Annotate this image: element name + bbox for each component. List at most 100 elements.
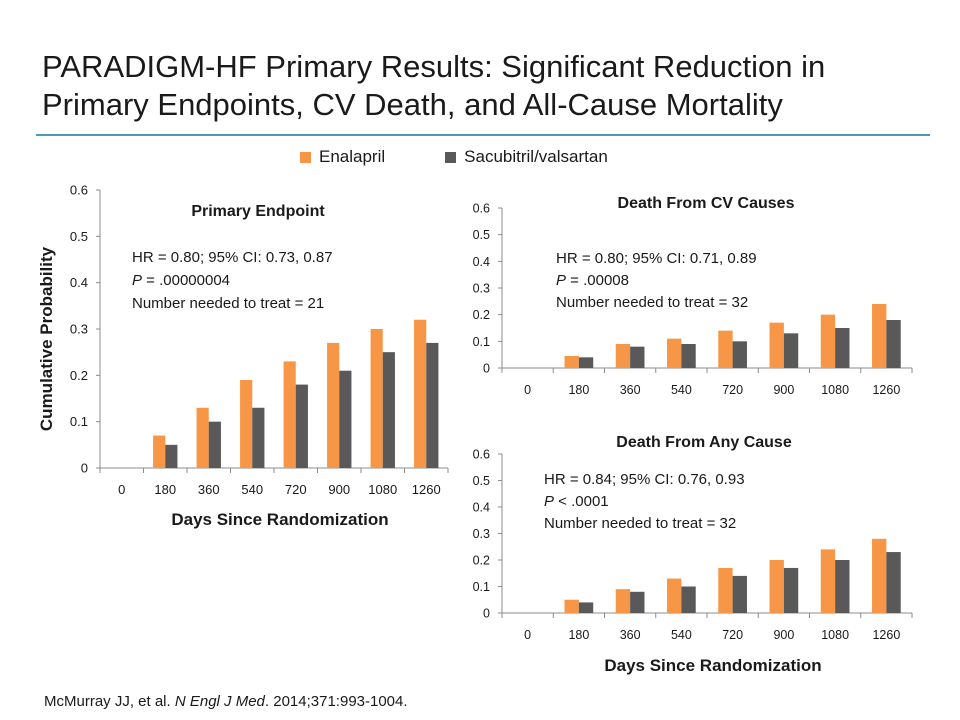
any-cause-death-bar-enalapril <box>564 599 579 613</box>
cv-death-bar-sacubitril-valsartan <box>578 357 594 368</box>
primary-endpoint-bar-sacubitril-valsartan <box>252 407 265 468</box>
cv-death-x-tick-label: 900 <box>773 383 794 397</box>
cv-death-y-tick-label: 0.6 <box>473 202 490 216</box>
cv-death-bar-enalapril <box>820 314 836 368</box>
primary-endpoint-x-tick-label: 720 <box>285 482 307 497</box>
cv-death-bar-enalapril <box>564 356 579 368</box>
primary-endpoint-bar-sacubitril-valsartan <box>295 384 308 468</box>
any-cause-death-y-tick-label: 0.1 <box>473 580 490 594</box>
any-cause-death-x-axis-label: Days Since Randomization <box>604 656 821 675</box>
any-cause-death-bar-sacubitril-valsartan <box>630 591 645 613</box>
any-cause-death-y-tick-label: 0.4 <box>473 501 490 515</box>
primary-endpoint-y-tick-label: 0 <box>81 461 88 476</box>
primary-endpoint-bar-enalapril <box>327 342 340 468</box>
primary-endpoint-bar-enalapril <box>414 319 427 468</box>
primary-endpoint-x-tick-label: 0 <box>118 482 125 497</box>
cv-death-y-tick-label: 0.4 <box>473 255 490 269</box>
primary-endpoint-annotation: Number needed to treat = 21 <box>132 295 324 312</box>
any-cause-death-x-tick-label: 1080 <box>821 628 849 642</box>
any-cause-death-bar-enalapril <box>667 578 682 613</box>
cv-death-x-tick-label: 720 <box>722 383 743 397</box>
cv-death-y-tick-label: 0.1 <box>473 335 490 349</box>
any-cause-death-annotation: P < .0001 <box>544 493 609 510</box>
any-cause-death-annotation: Number needed to treat = 32 <box>544 515 736 532</box>
primary-endpoint-bar-enalapril <box>240 379 253 468</box>
primary-endpoint-bar-sacubitril-valsartan <box>208 421 221 468</box>
any-cause-death-x-tick-label: 720 <box>722 628 743 642</box>
cv-death-bar-enalapril <box>718 330 733 368</box>
cv-death-x-tick-label: 360 <box>620 383 641 397</box>
any-cause-death-annotation: HR = 0.84; 95% CI: 0.76, 0.93 <box>544 471 745 488</box>
primary-endpoint-x-tick-label: 360 <box>198 482 220 497</box>
any-cause-death-bar-enalapril <box>615 589 631 613</box>
primary-endpoint-bar-enalapril <box>283 361 296 468</box>
primary-endpoint-y-axis-label: Cumulative Probability <box>37 246 56 431</box>
cv-death-x-tick-label: 1080 <box>821 383 849 397</box>
legend-swatch-sacubitril-valsartan <box>445 151 457 163</box>
primary-endpoint-bar-sacubitril-valsartan <box>165 444 178 468</box>
cv-death-y-tick-label: 0.3 <box>473 282 490 296</box>
any-cause-death-bar-sacubitril-valsartan <box>681 586 696 613</box>
any-cause-death-bar-enalapril <box>718 567 733 613</box>
cv-death-chart-title: Death From CV Causes <box>618 195 795 212</box>
any-cause-death-bar-enalapril <box>769 560 784 613</box>
primary-endpoint-bar-sacubitril-valsartan <box>426 342 439 468</box>
primary-endpoint-bar-sacubitril-valsartan <box>382 352 395 468</box>
primary-endpoint-bar-enalapril <box>196 407 209 468</box>
any-cause-death-x-tick-label: 1260 <box>872 628 900 642</box>
any-cause-death-bar-sacubitril-valsartan <box>578 602 594 613</box>
any-cause-death-x-tick-label: 360 <box>620 628 641 642</box>
primary-endpoint-x-tick-label: 900 <box>328 482 350 497</box>
citation-author: McMurray JJ, et al. <box>44 693 175 710</box>
primary-endpoint-annotation: HR = 0.80; 95% CI: 0.73, 0.87 <box>132 249 333 266</box>
cv-death-bar-sacubitril-valsartan <box>681 344 696 368</box>
title-divider <box>36 134 930 136</box>
primary-endpoint-bar-enalapril <box>153 435 166 468</box>
legend-entry-enalapril: Enalapril <box>300 147 385 167</box>
citation-journal: N Engl J Med <box>174 693 265 710</box>
primary-endpoint-y-tick-label: 0.6 <box>70 183 88 198</box>
primary-endpoint-x-axis-label: Days Since Randomization <box>171 510 388 529</box>
cv-death-y-tick-label: 0.2 <box>473 308 490 322</box>
primary-endpoint-y-tick-label: 0.2 <box>70 368 88 383</box>
primary-endpoint-x-tick-label: 1080 <box>368 482 397 497</box>
primary-endpoint-y-tick-label: 0.1 <box>70 414 88 429</box>
cv-death-bar-sacubitril-valsartan <box>630 346 645 368</box>
legend-label-enalapril: Enalapril <box>319 147 386 166</box>
primary-endpoint-y-tick-label: 0.4 <box>70 275 88 290</box>
primary-endpoint-y-tick-label: 0.5 <box>70 229 88 244</box>
cv-death-x-tick-label: 540 <box>671 383 692 397</box>
cv-death-bar-enalapril <box>667 338 682 368</box>
cv-death-x-tick-label: 1260 <box>872 383 900 397</box>
cv-death-y-tick-label: 0.5 <box>473 228 490 242</box>
cv-death-x-tick-label: 0 <box>524 383 531 397</box>
cv-death-y-tick-label: 0 <box>483 362 490 376</box>
cv-death-bar-sacubitril-valsartan <box>732 341 747 368</box>
any-cause-death-bar-sacubitril-valsartan <box>783 567 799 613</box>
citation-rest: . 2014;371:993-1004. <box>264 693 408 710</box>
any-cause-death-bar-sacubitril-valsartan <box>835 560 850 613</box>
any-cause-death-x-tick-label: 180 <box>568 628 589 642</box>
cv-death-bar-enalapril <box>769 322 784 368</box>
any-cause-death-x-tick-label: 900 <box>773 628 794 642</box>
primary-endpoint-x-tick-label: 1260 <box>412 482 441 497</box>
legend-swatch-enalapril <box>300 151 311 163</box>
primary-endpoint-bar-sacubitril-valsartan <box>339 370 352 468</box>
primary-endpoint-y-tick-label: 0.3 <box>70 322 88 337</box>
legend-entry-sacubitril-valsartan: Sacubitril/valsartan <box>445 147 608 167</box>
cv-death-annotation: P = .00008 <box>556 272 629 289</box>
any-cause-death-y-tick-label: 0.5 <box>473 474 490 488</box>
primary-endpoint-x-tick-label: 540 <box>241 482 263 497</box>
any-cause-death-x-tick-label: 540 <box>671 628 692 642</box>
any-cause-death-y-tick-label: 0.6 <box>473 448 490 462</box>
cv-death-bar-sacubitril-valsartan <box>886 320 901 368</box>
any-cause-death-bar-enalapril <box>872 538 887 613</box>
any-cause-death-y-tick-label: 0 <box>483 607 490 621</box>
primary-endpoint-annotation: P = .00000004 <box>132 272 230 289</box>
chart-legend: Enalapril Sacubitril/valsartan <box>300 146 668 168</box>
cv-death-x-tick-label: 180 <box>568 383 589 397</box>
cv-death-annotation: Number needed to treat = 32 <box>556 294 748 311</box>
cv-death-bar-enalapril <box>615 344 631 368</box>
primary-endpoint-chart-title: Primary Endpoint <box>191 203 325 220</box>
